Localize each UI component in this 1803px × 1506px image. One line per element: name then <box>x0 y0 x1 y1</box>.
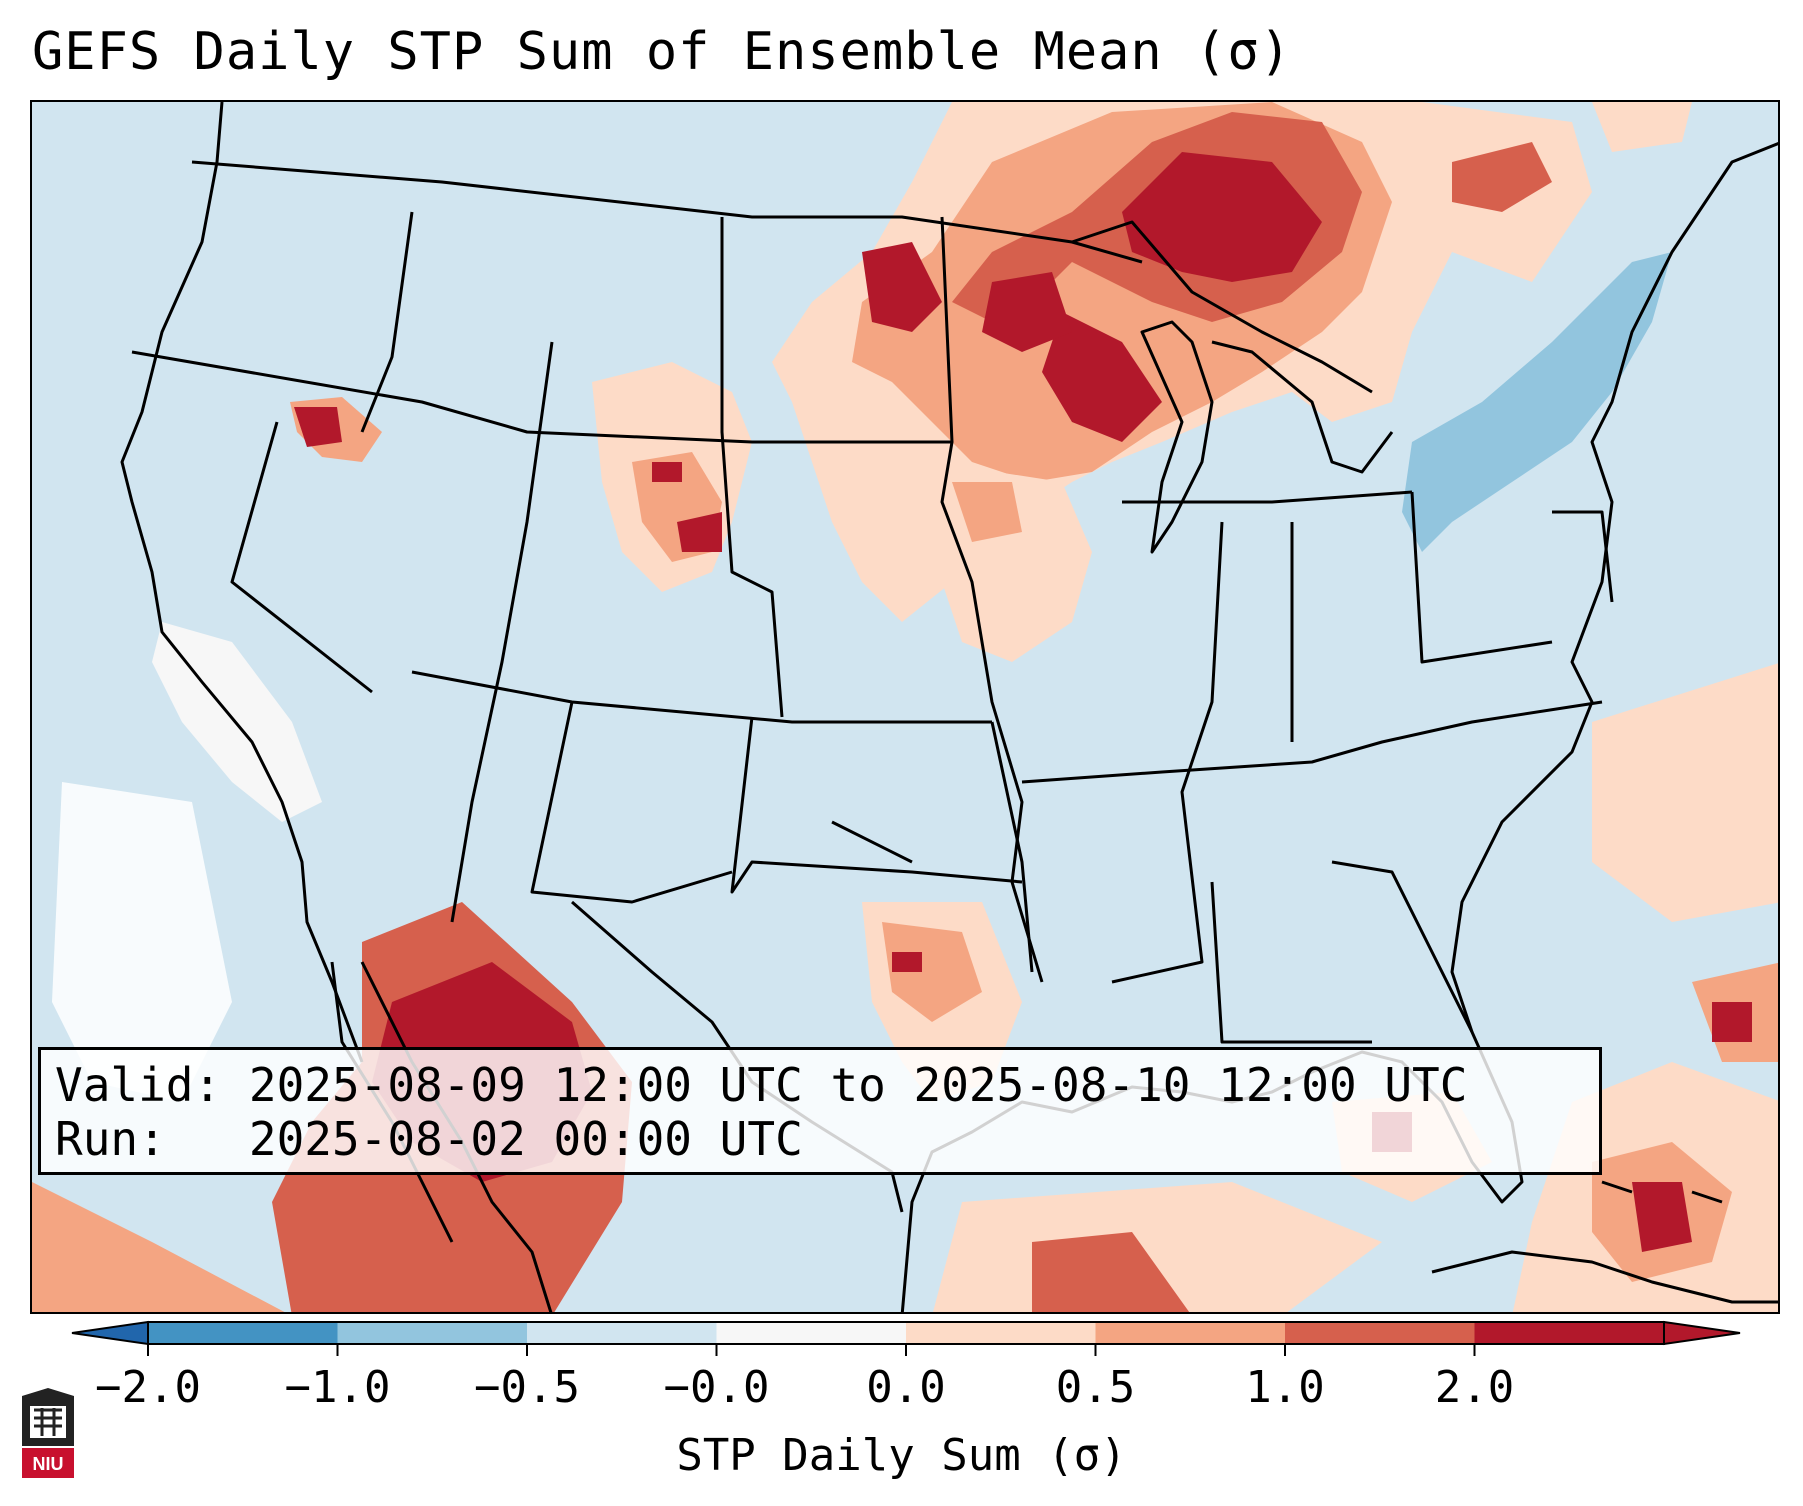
colorbar-tick-label: 1.0 <box>1245 1362 1325 1413</box>
colorbar-segment <box>716 1322 906 1344</box>
colorbar-extend-min <box>71 1320 149 1346</box>
colorbar-segment <box>1474 1322 1664 1344</box>
colorbar-tick-label: −2.0 <box>95 1362 201 1413</box>
chart-title: GEFS Daily STP Sum of Ensemble Mean (σ) <box>32 22 1292 82</box>
colorbar-tick-label: −0.5 <box>474 1362 580 1413</box>
niu-logo: NIU <box>22 1388 74 1478</box>
colorbar <box>71 1320 1741 1356</box>
run-label: Run: <box>55 1112 166 1166</box>
colorbar-tick-label: −0.0 <box>663 1362 770 1413</box>
colorbar-tick-label: 2.0 <box>1434 1362 1515 1413</box>
colorbar-segment <box>1095 1322 1285 1344</box>
colorbar-segment <box>906 1322 1096 1344</box>
valid-label: Valid: <box>55 1058 222 1112</box>
colorbar-tick-label: 0.5 <box>1055 1362 1136 1413</box>
colorbar-tick-label: 0.0 <box>866 1362 946 1413</box>
colorbar-extend-max <box>1663 1320 1741 1346</box>
valid-value: 2025-08-09 12:00 UTC to 2025-08-10 12:00… <box>248 1058 1468 1112</box>
colorbar-label: STP Daily Sum (σ) <box>676 1430 1127 1481</box>
valid-run-info-box: Valid: 2025-08-09 12:00 UTC to 2025-08-1… <box>38 1047 1602 1175</box>
colorbar-segment <box>148 1322 338 1344</box>
logo-text: NIU <box>33 1454 64 1474</box>
colorbar-tick-label: −1.0 <box>284 1362 391 1413</box>
colorbar-segment <box>527 1322 717 1344</box>
run-value: 2025-08-02 00:00 UTC <box>248 1112 803 1166</box>
map <box>32 102 1778 1312</box>
colorbar-segment <box>1285 1322 1475 1344</box>
colorbar-segment <box>337 1322 527 1344</box>
